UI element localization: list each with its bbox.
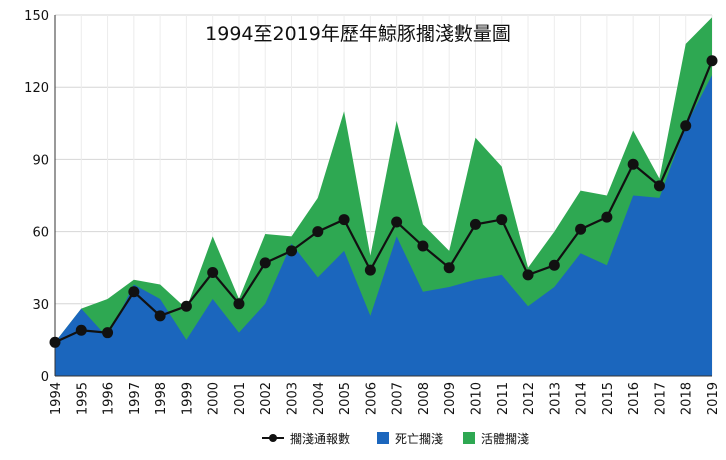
x-tick-label: 2015 [601,382,616,415]
y-tick-label: 0 [41,370,49,385]
report-point [601,211,613,223]
report-point [364,264,376,276]
report-point [102,327,114,339]
legend-swatch-live [463,432,475,444]
x-tick-label: 1996 [102,382,117,415]
report-point [575,223,587,235]
report-point [417,240,429,252]
x-tick-label: 2001 [233,382,248,415]
y-tick-label: 30 [32,298,49,313]
legend-label-report: 擱淺通報數 [290,432,350,446]
x-tick-label: 1998 [154,382,169,415]
x-tick-label: 2009 [443,382,458,415]
legend-line-dot [269,434,277,442]
x-tick-label: 2007 [391,382,406,415]
report-point [653,180,665,192]
report-point [680,120,692,132]
report-point [548,259,560,271]
report-point [180,300,192,312]
x-tick-label: 1995 [75,382,90,415]
x-tick-label: 2004 [312,382,327,415]
report-point [312,226,324,238]
report-line [49,55,718,348]
report-point [522,269,534,281]
x-tick-label: 2012 [522,382,537,415]
report-point [338,214,350,226]
x-tick-label: 2011 [496,382,511,415]
x-tick-label: 2003 [286,382,301,415]
legend-label-live: 活體擱淺 [481,432,529,446]
x-tick-label: 2019 [706,382,721,415]
x-tick-label: 2016 [627,382,642,415]
y-tick-label: 150 [24,9,49,24]
report-point [154,310,166,322]
x-tick-label: 2005 [338,382,353,415]
y-tick-label: 60 [32,226,49,241]
chart-title: 1994至2019年歷年鯨豚擱淺數量圖 [205,23,511,45]
x-tick-label: 2002 [259,382,274,415]
legend-label-dead: 死亡擱淺 [395,432,443,446]
x-tick-label: 2000 [207,382,222,415]
x-tick-label: 2014 [575,382,590,415]
axes [54,15,712,377]
area-dead-stranding [55,75,712,377]
report-point [75,324,87,336]
report-point [49,336,61,348]
x-tick-label: 2018 [680,382,695,415]
report-point [627,158,639,170]
report-point [128,286,140,298]
x-tick-label: 2017 [653,382,668,415]
plot-areas [55,17,712,377]
report-point [469,218,481,230]
x-tick-label: 2008 [417,382,432,415]
report-point [443,262,455,274]
report-point [286,245,298,257]
x-tick-label: 2006 [364,382,379,415]
x-tick-label: 1994 [49,382,64,415]
x-tick-label: 1997 [128,382,143,415]
report-point [496,214,508,226]
x-tick-label: 2010 [469,382,484,415]
tick-labels: 0 30 60 90 120 150 1994 1995 1996 1997 1998 1999 200… [24,9,721,415]
legend-swatch-dead [377,432,389,444]
report-point [207,267,219,279]
report-point [259,257,271,269]
area-live-stranding [55,17,712,376]
y-tick-label: 120 [24,81,49,96]
legend: 擱淺通報數 死亡擱淺 活體擱淺 [262,432,529,446]
report-point [706,55,718,67]
report-point [391,216,403,228]
x-tick-label: 1999 [180,382,195,415]
y-tick-label: 90 [32,153,49,168]
report-point [233,298,245,310]
x-tick-label: 2013 [548,382,563,415]
